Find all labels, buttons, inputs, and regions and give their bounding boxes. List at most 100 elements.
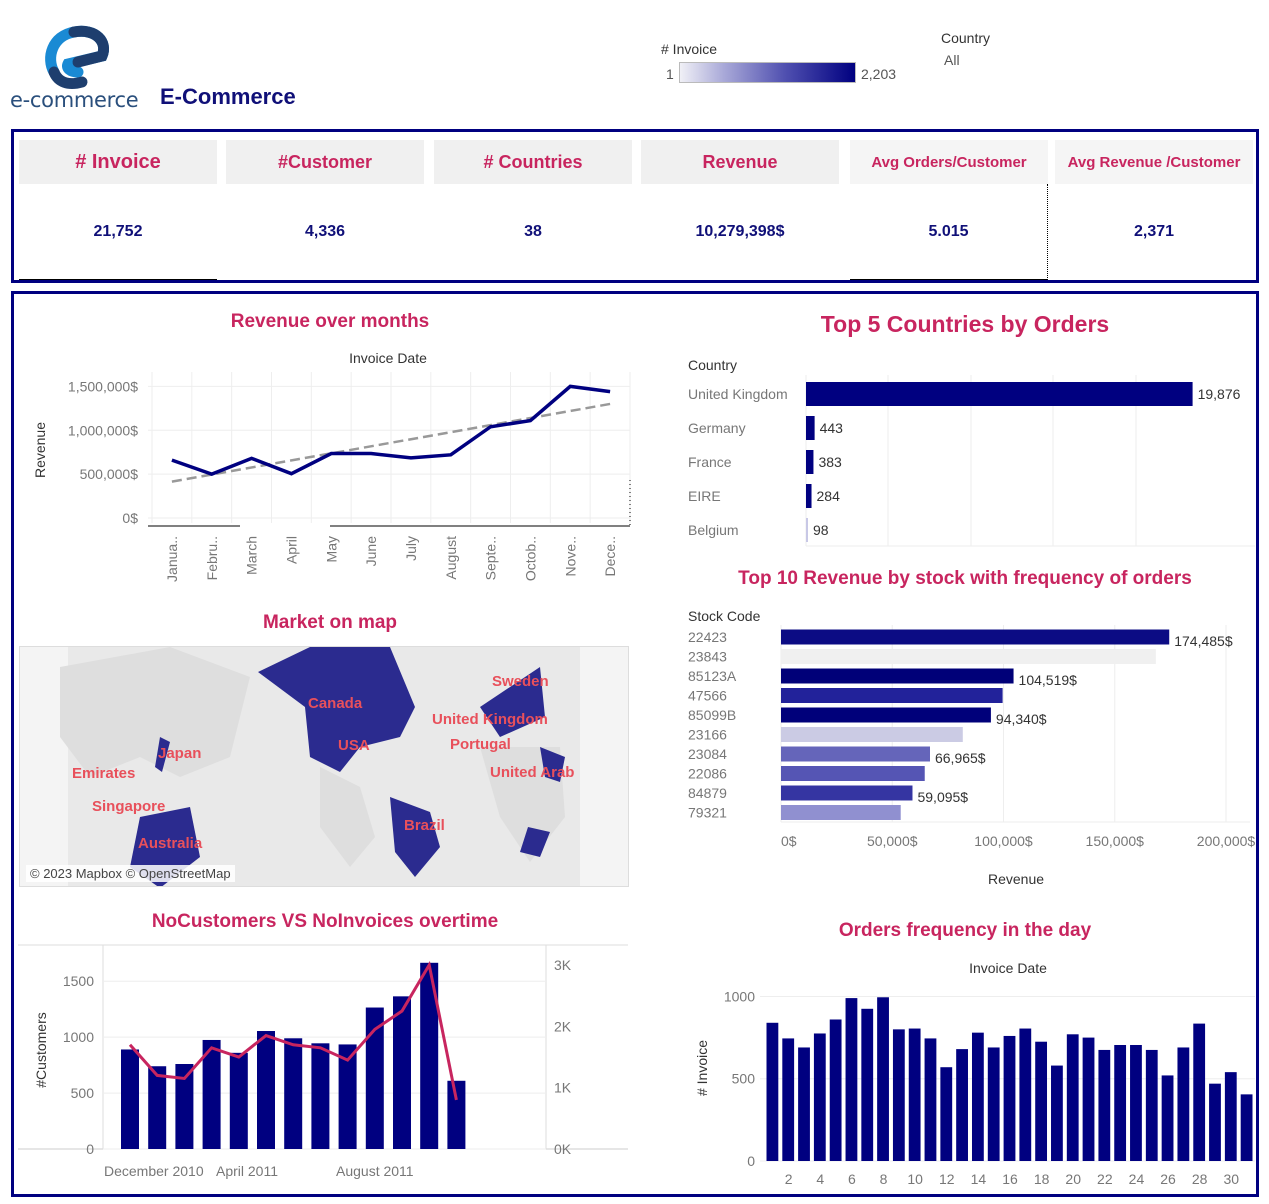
south-africa-shape xyxy=(520,827,550,857)
asia-landmass xyxy=(60,647,250,777)
day-bar xyxy=(829,1019,842,1161)
bar xyxy=(781,785,913,801)
kpi-label: Revenue xyxy=(641,140,839,184)
kpi-label: # Invoice xyxy=(19,140,217,184)
customers-invoices-chart: 0 500 1000 1500 0K 1K 2K 3K #Customers December 2… xyxy=(18,944,628,1179)
customer-bar xyxy=(284,1038,303,1149)
map-label-singapore[interactable]: Singapore xyxy=(92,798,166,815)
map-attribution[interactable]: © 2023 Mapbox © OpenStreetMap xyxy=(26,865,235,882)
map-label-usa[interactable]: USA xyxy=(338,737,370,754)
brazil-shape xyxy=(390,797,440,877)
y-tick-label: 0 xyxy=(747,1153,755,1169)
bar xyxy=(781,805,901,820)
category-label: 23084 xyxy=(688,746,727,762)
kpi-value: 10,279,398$ xyxy=(695,223,785,240)
day-bar xyxy=(1161,1075,1174,1161)
category-label: 23166 xyxy=(688,727,727,743)
bar xyxy=(806,382,1193,406)
x-tick-label: 24 xyxy=(1129,1171,1145,1187)
x-tick-label: 12 xyxy=(939,1171,955,1187)
color-legend-min: 1 xyxy=(666,66,674,82)
kpi-customer: #Customer 4,336 xyxy=(226,140,424,280)
customer-bar xyxy=(175,1064,194,1149)
kpi-invoice: # Invoice 21,752 xyxy=(19,140,217,280)
map-label-united-arab[interactable]: United Arab xyxy=(490,764,575,781)
y-tick-label: 1,500,000$ xyxy=(68,378,138,394)
x-tick-label: August xyxy=(443,536,459,580)
map-label-japan[interactable]: Japan xyxy=(158,745,202,762)
category-label: 22423 xyxy=(688,629,727,645)
category-label: 23843 xyxy=(688,649,727,665)
category-label: Germany xyxy=(688,420,746,436)
day-bar xyxy=(924,1038,937,1161)
x-tick-label: 2 xyxy=(785,1171,793,1187)
map-label-australia[interactable]: Australia xyxy=(138,835,203,852)
map-label-brazil[interactable]: Brazil xyxy=(404,817,445,834)
customer-bar xyxy=(393,996,411,1149)
y-tick-label: 500 xyxy=(732,1071,756,1087)
country-filter-label: Country xyxy=(941,30,991,46)
day-bar xyxy=(1240,1094,1253,1161)
category-label: 85099B xyxy=(688,707,736,723)
bar xyxy=(781,668,1014,684)
world-map[interactable]: Canada USA Japan Emirates Singapore Aust… xyxy=(19,646,629,887)
customer-bar xyxy=(365,1007,384,1149)
day-bar xyxy=(782,1038,795,1161)
day-bar xyxy=(1082,1037,1095,1161)
y-tick-label: 500,000$ xyxy=(80,466,139,482)
x-axis-title: Invoice Date xyxy=(349,350,427,366)
bar xyxy=(781,766,925,781)
customer-bar xyxy=(338,1044,357,1149)
revenue-line-chart: Invoice Date Revenue 0$ 500,000$ 1,000,000$ 1… xyxy=(32,350,631,582)
x-tick-label: 100,000$ xyxy=(974,833,1033,849)
category-label: Belgium xyxy=(688,522,739,538)
x-tick-label: 14 xyxy=(971,1171,987,1187)
x-tick-label: 6 xyxy=(848,1171,856,1187)
color-legend-max: 2,203 xyxy=(861,66,897,82)
country-filter-value[interactable]: All xyxy=(944,52,960,68)
x-tick-label: 26 xyxy=(1160,1171,1176,1187)
map-title: Market on map xyxy=(262,612,398,633)
map-label-portugal[interactable]: Portugal xyxy=(450,736,511,753)
day-bar xyxy=(1130,1044,1142,1161)
bar-value-label: 104,519$ xyxy=(1019,672,1078,688)
day-bar xyxy=(1145,1049,1158,1161)
kpi-countries: # Countries 38 xyxy=(434,140,632,280)
custinv-chart-title: NoCustomers VS NoInvoices overtime xyxy=(151,911,499,932)
x-tick-label: 18 xyxy=(1034,1171,1050,1187)
bar-value-label: 94,340$ xyxy=(996,711,1047,727)
bar xyxy=(806,484,812,508)
kpi-label: # Countries xyxy=(434,140,632,184)
day-bar xyxy=(971,1032,984,1161)
y-tick-label: 0$ xyxy=(122,510,138,526)
customer-bar xyxy=(202,1039,221,1149)
day-bar xyxy=(1098,1049,1111,1161)
map-label-emirates[interactable]: Emirates xyxy=(72,765,136,782)
category-label: EIRE xyxy=(688,488,721,504)
y-tick-label: 1000 xyxy=(724,988,755,1004)
map-label-united-kingdom[interactable]: United Kingdom xyxy=(432,711,548,728)
x-tick-label: Septe.. xyxy=(483,536,499,580)
x-tick-label: 200,000$ xyxy=(1197,833,1256,849)
category-label: 22086 xyxy=(688,766,727,782)
day-bar xyxy=(1019,1028,1032,1161)
bar xyxy=(781,727,963,742)
customer-bar xyxy=(229,1052,248,1149)
x-tick-label: 0$ xyxy=(781,833,797,849)
kpi-label: Avg Revenue /Customer xyxy=(1055,140,1253,184)
top5-countries-chart: Country United Kingdom 19,876 Germany 443 Fra… xyxy=(688,357,1255,547)
logo-icon xyxy=(45,25,109,90)
day-bar xyxy=(940,1067,953,1161)
revenue-chart-title: Revenue over months xyxy=(230,311,430,332)
x-tick-label: 150,000$ xyxy=(1086,833,1145,849)
category-label: 47566 xyxy=(688,688,727,704)
kpi-avg-revenue: Avg Revenue /Customer 2,371 xyxy=(1055,140,1253,280)
right-tick-label: 3K xyxy=(554,957,572,973)
top10-stock-chart: Stock Code 0$ 50,000$ 100,000$ 150,000$ 200,0… xyxy=(688,608,1256,887)
x-tick-label: 4 xyxy=(816,1171,824,1187)
kpi-value: 2,371 xyxy=(1133,223,1175,240)
day-bar xyxy=(1224,1072,1237,1161)
day-bar xyxy=(1209,1083,1221,1161)
map-label-canada[interactable]: Canada xyxy=(308,695,363,712)
map-label-sweden[interactable]: Sweden xyxy=(492,673,549,690)
